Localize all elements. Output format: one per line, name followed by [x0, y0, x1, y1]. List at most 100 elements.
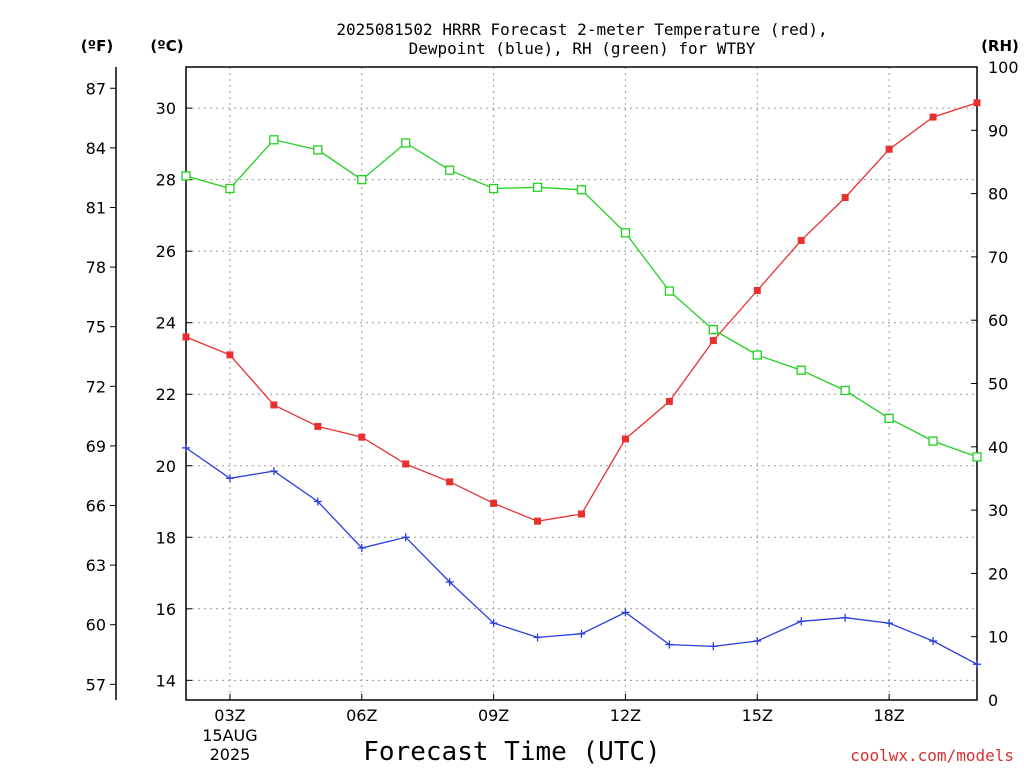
temperature-point	[973, 99, 981, 107]
celsius-tick-label: 22	[156, 385, 176, 404]
rh-point	[752, 350, 762, 360]
x-tick-label: 06Z	[346, 706, 377, 725]
dewpoint-point	[357, 544, 366, 553]
celsius-tick-label: 16	[156, 600, 176, 619]
rh-tick-label: 60	[988, 311, 1008, 330]
dewpoint-point	[182, 443, 190, 452]
fahrenheit-tick-label: 69	[86, 437, 106, 456]
x-tick-label: 03Z	[214, 706, 245, 725]
x-tick-label: 09Z	[478, 706, 509, 725]
rh-point	[620, 228, 631, 238]
rh-point	[401, 138, 411, 148]
temperature-point	[534, 517, 542, 525]
celsius-tick-label: 18	[156, 528, 176, 547]
dewpoint-series	[182, 443, 981, 669]
fahrenheit-tick-label: 87	[86, 79, 106, 98]
temperature-line	[185, 102, 978, 522]
dewpoint-point	[709, 642, 718, 651]
rh-point	[225, 183, 235, 194]
dewpoint-point	[797, 617, 806, 626]
rh-point	[796, 365, 806, 375]
temperature-series	[182, 99, 981, 525]
grid-lines	[186, 67, 977, 700]
x-year-label: 2025	[210, 745, 251, 764]
rh-point	[972, 452, 982, 462]
rh-tick-label: 80	[988, 185, 1008, 204]
temperature-point	[753, 287, 761, 295]
dewpoint-point	[885, 619, 894, 628]
temperature-point	[797, 236, 805, 244]
temperature-point	[490, 499, 498, 507]
rh-point	[664, 286, 675, 296]
rh-tick-label: 90	[988, 121, 1008, 140]
dewpoint-point	[445, 577, 454, 586]
dewpoint-point	[313, 497, 322, 506]
dewpoint-point	[665, 640, 674, 649]
rh-unit-label: (RH)	[981, 37, 1019, 55]
rh-tick-label: 10	[988, 628, 1008, 647]
rh-point	[313, 145, 323, 155]
rh-point	[840, 385, 850, 396]
temperature-point	[182, 333, 190, 341]
dewpoint-point	[577, 629, 586, 638]
temperature-point	[270, 401, 278, 409]
temperature-point	[358, 433, 366, 441]
x-date-label: 15AUG	[202, 726, 257, 745]
celsius-tick-label: 28	[156, 171, 176, 190]
source-credit: coolwx.com/models	[850, 746, 1014, 765]
fahrenheit-tick-label: 75	[86, 318, 106, 337]
rh-point	[708, 325, 718, 335]
temperature-point	[841, 194, 849, 202]
rh-point	[532, 182, 543, 192]
celsius-tick-label: 24	[156, 314, 176, 333]
rh-point	[576, 185, 587, 195]
rh-tick-label: 70	[988, 248, 1008, 267]
dewpoint-point	[269, 467, 278, 476]
temperature-point	[578, 510, 585, 518]
fahrenheit-tick-label: 66	[86, 496, 106, 515]
axes	[110, 66, 978, 701]
tick-labels: 14 16 18 20 22 24 26 28 30 57 60 63 66 69 72 75 78 81 84 87…	[86, 58, 1019, 764]
celsius-tick-label: 20	[156, 457, 176, 476]
rh-point	[884, 413, 894, 423]
celsius-tick-label: 30	[156, 99, 176, 118]
fahrenheit-unit-label: (ºF)	[81, 37, 113, 55]
celsius-tick-label: 14	[156, 671, 176, 690]
fahrenheit-tick-label: 60	[86, 616, 106, 635]
data-series	[181, 99, 982, 669]
fahrenheit-tick-label: 81	[86, 198, 106, 217]
dewpoint-point	[753, 636, 762, 645]
x-tick-label: 18Z	[873, 706, 904, 725]
temperature-point	[709, 337, 717, 345]
rh-point	[269, 135, 279, 145]
fahrenheit-tick-label: 63	[86, 556, 106, 575]
fahrenheit-tick-label: 84	[86, 139, 106, 158]
x-tick-label: 12Z	[610, 706, 641, 725]
fahrenheit-tick-label: 57	[86, 675, 106, 694]
rh-point	[928, 436, 938, 446]
temperature-point	[621, 435, 629, 443]
temperature-point	[929, 113, 937, 121]
rh-point	[488, 183, 499, 194]
x-tick-label: 15Z	[742, 706, 773, 725]
rh-tick-label: 0	[988, 691, 998, 710]
celsius-unit-label: (ºC)	[150, 37, 183, 55]
dewpoint-point	[841, 613, 850, 622]
temperature-point	[885, 145, 893, 153]
dewpoint-point	[973, 660, 981, 669]
temperature-point	[665, 397, 673, 405]
temperature-point	[314, 422, 322, 430]
temperature-point	[446, 478, 454, 486]
chart-title-line2: Dewpoint (blue), RH (green) for WTBY	[409, 39, 756, 58]
dewpoint-point	[621, 608, 630, 617]
dewpoint-point	[225, 474, 234, 483]
rh-series	[181, 135, 982, 462]
rh-tick-label: 50	[988, 375, 1008, 394]
dewpoint-point	[401, 533, 410, 542]
rh-tick-label: 100	[988, 58, 1019, 77]
dewpoint-point	[489, 619, 498, 628]
dewpoint-point	[929, 636, 938, 645]
chart-title-line1: 2025081502 HRRR Forecast 2-meter Tempera…	[336, 20, 827, 39]
rh-point	[445, 165, 455, 175]
